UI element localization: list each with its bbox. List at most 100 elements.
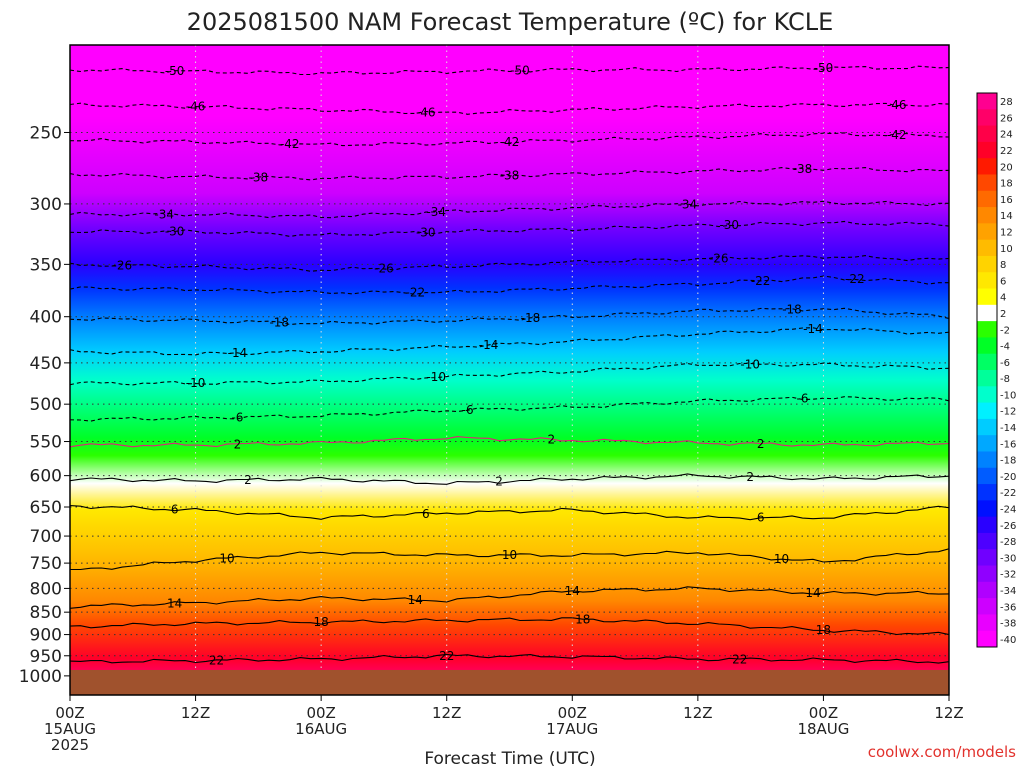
colorbar-label: -26: [1000, 521, 1016, 532]
isotherm-label: -38: [500, 168, 520, 182]
isotherm-label: -14: [228, 346, 248, 360]
colorbar-swatch: [977, 207, 997, 224]
colorbar-label: 6: [1000, 276, 1006, 287]
isotherm-line: [70, 132, 949, 147]
y-tick-label: 850: [30, 603, 62, 623]
y-tick-label: 700: [30, 527, 62, 547]
colorbar-swatch: [977, 516, 997, 534]
colorbar-swatch: [977, 565, 997, 583]
colorbar: 28 26 24 22 20 18 16 14 12 10 8 6 4 2 -2 -4 -6 -8 -10 -12 -1…: [976, 92, 1016, 648]
colorbar-swatch: [977, 288, 997, 306]
x-axis-label: Forecast Time (UTC): [424, 749, 595, 768]
y-tick-label: 450: [30, 354, 62, 374]
colorbar-label: -34: [1000, 586, 1016, 597]
isotherm-label: -34: [678, 197, 698, 211]
x-tick-label: 17AUG: [546, 720, 598, 738]
isotherm-label: -38: [793, 162, 813, 176]
isotherm-label: -50: [510, 63, 530, 77]
colorbar-swatch: [977, 418, 997, 436]
colorbar-label: -36: [1000, 602, 1016, 613]
isotherm-line: [70, 275, 949, 295]
colorbar-label: -10: [1000, 390, 1016, 401]
y-tick-label: 950: [30, 647, 62, 667]
colorbar-swatch: [977, 321, 997, 338]
isotherm-label: 6: [171, 502, 179, 516]
plot-area: -50 -50 -50 -46 -46 -46 -42 -42 -42 -38 -38 -38 -34 -…: [69, 44, 950, 696]
colorbar-swatch: [977, 158, 997, 175]
colorbar-label: 14: [1000, 211, 1013, 222]
y-tick-label: 750: [30, 554, 62, 574]
isotherm-label: 14: [167, 596, 182, 610]
isotherm-label: -10: [426, 370, 446, 384]
isotherm-label: 22: [209, 653, 224, 667]
isotherm-label: -26: [374, 261, 394, 275]
isotherm-line: [70, 505, 949, 521]
x-tick-label: 00Z: [809, 704, 838, 722]
isotherm-label: -26: [709, 251, 729, 265]
colorbar-swatch: [977, 581, 997, 599]
colorbar-swatch: [977, 549, 997, 567]
colorbar-swatch: [977, 223, 997, 241]
colorbar-label: 26: [1000, 113, 1013, 124]
colorbar-swatch: [977, 386, 997, 404]
isotherm-label: -42: [500, 135, 520, 149]
colorbar-label: -30: [1000, 553, 1016, 564]
colorbar-label: 20: [1000, 162, 1013, 173]
isotherm-line: [70, 548, 949, 571]
isotherm-label: -14: [803, 322, 823, 336]
isotherm-label: -10: [186, 376, 206, 390]
isotherm-line: [70, 473, 949, 485]
isotherm-label: -22: [751, 274, 771, 288]
isotherm-line: [70, 396, 949, 422]
isotherm-label: 14: [408, 593, 423, 607]
colorbar-swatch: [977, 435, 997, 452]
colorbar-swatch: [977, 304, 997, 322]
isotherm-label: -46: [416, 106, 436, 120]
y-tick-label: 650: [30, 498, 62, 518]
isotherm-line: [70, 255, 949, 272]
isotherm-label: 2: [244, 473, 252, 487]
colorbar-swatch: [977, 484, 997, 501]
colorbar-label: -6: [1000, 358, 1010, 369]
colorbar-swatch: [977, 272, 997, 290]
isotherm-label: -6: [231, 410, 243, 424]
isotherm-label: -18: [269, 316, 289, 330]
colorbar-label: -12: [1000, 407, 1016, 418]
colorbar-label: -18: [1000, 456, 1016, 467]
isotherm-line: [70, 617, 949, 636]
colorbar-label: 24: [1000, 130, 1013, 141]
x-tick-label: 12Z: [181, 704, 210, 722]
isotherm-group: -50 -50 -50 -46 -46 -46 -42 -42 -42 -38 -38 -38 -34 -…: [70, 61, 949, 667]
colorbar-label: -32: [1000, 570, 1016, 581]
y-tick-label: 500: [30, 395, 62, 415]
isotherm-label: 6: [757, 511, 765, 525]
isotherm-label: 10: [774, 552, 789, 566]
x-tick-label: 12Z: [432, 704, 461, 722]
surface-ground: [70, 669, 949, 695]
colorbar-swatch: [977, 174, 997, 192]
isotherm-label: 10: [219, 552, 234, 566]
y-tick-label: 1000: [19, 667, 62, 687]
isotherm-label: -18: [521, 311, 541, 325]
colorbar-label: 10: [1000, 244, 1013, 255]
colorbar-swatch: [977, 370, 997, 387]
colorbar-label: -4: [1000, 342, 1010, 353]
isotherm-label: 22: [732, 652, 747, 666]
isotherm-label: -34: [426, 205, 446, 219]
y-axis: 250 300 350 400 450 500 550 600 650 700 750 800 850 9…: [19, 123, 70, 687]
colorbar-swatch: [977, 630, 997, 648]
isotherm-label: 18: [816, 623, 831, 637]
isotherm-label: -42: [887, 128, 907, 142]
x-tick-label: 00Z: [558, 704, 587, 722]
colorbar-swatch: [977, 467, 997, 485]
colorbar-swatch: [977, 93, 997, 110]
isotherm-label: -34: [154, 207, 174, 221]
colorbar-swatch: [977, 337, 997, 355]
colorbar-label: 18: [1000, 179, 1013, 190]
colorbar-swatch: [977, 141, 997, 159]
x-tick-label: 00Z: [306, 704, 335, 722]
chart-title: 2025081500 NAM Forecast Temperature (ºC)…: [187, 8, 834, 36]
isotherm-label: -18: [782, 302, 802, 316]
y-tick-label: 250: [30, 123, 62, 143]
